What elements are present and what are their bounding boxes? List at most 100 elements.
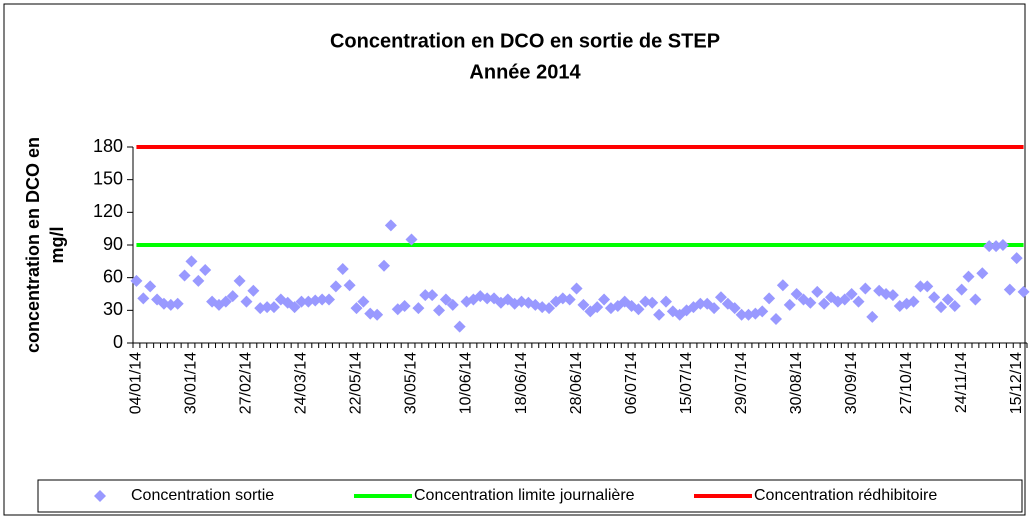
data-point bbox=[185, 255, 198, 268]
data-point bbox=[316, 293, 329, 306]
data-point bbox=[219, 295, 232, 308]
x-tick-label: 27/02/14 bbox=[238, 352, 255, 414]
x-tick-label: 29/07/14 bbox=[733, 352, 750, 414]
data-point bbox=[481, 292, 494, 305]
data-point bbox=[935, 301, 948, 314]
data-point bbox=[591, 301, 604, 314]
data-point bbox=[598, 293, 611, 306]
y-tick-label: 60 bbox=[103, 266, 123, 286]
data-point bbox=[948, 299, 961, 312]
data-point bbox=[969, 293, 982, 306]
legend-label: Concentration rédhibitoire bbox=[754, 487, 937, 504]
data-point bbox=[378, 259, 391, 272]
x-tick-label: 15/07/14 bbox=[678, 352, 695, 414]
data-point bbox=[405, 233, 418, 246]
data-point bbox=[776, 279, 789, 292]
data-point bbox=[838, 293, 851, 306]
data-point bbox=[996, 239, 1009, 251]
data-point bbox=[852, 295, 865, 308]
y-tick-label: 120 bbox=[93, 201, 123, 221]
x-tick-label: 24/11/14 bbox=[953, 352, 970, 413]
x-tick-label: 30/09/14 bbox=[843, 352, 860, 414]
data-point bbox=[412, 302, 425, 315]
data-point bbox=[439, 293, 452, 306]
data-point bbox=[983, 240, 996, 253]
data-point bbox=[144, 280, 157, 293]
x-tick-label: 28/06/14 bbox=[568, 352, 585, 414]
legend-label: Concentration sortie bbox=[131, 487, 274, 504]
data-point bbox=[350, 302, 363, 315]
data-point bbox=[914, 280, 927, 293]
data-point bbox=[694, 297, 707, 310]
data-point bbox=[171, 297, 184, 310]
data-point bbox=[329, 280, 342, 293]
data-point bbox=[295, 295, 308, 308]
data-point bbox=[267, 301, 280, 314]
x-tick-label: 22/05/14 bbox=[348, 352, 365, 414]
x-tick-label: 24/03/14 bbox=[293, 352, 310, 414]
data-point bbox=[714, 291, 727, 304]
chart-frame bbox=[3, 3, 1026, 516]
data-point bbox=[907, 295, 920, 308]
x-tick-label: 15/12/14 bbox=[1008, 352, 1025, 414]
data-point bbox=[261, 301, 274, 314]
legend-box bbox=[37, 479, 1023, 513]
data-point bbox=[288, 301, 301, 314]
data-point bbox=[955, 283, 968, 296]
data-point bbox=[563, 293, 576, 306]
data-point bbox=[632, 303, 645, 316]
data-point bbox=[763, 292, 776, 305]
x-tick-label: 06/07/14 bbox=[623, 352, 640, 414]
data-point bbox=[735, 308, 748, 321]
data-point bbox=[384, 219, 397, 232]
data-point bbox=[398, 299, 411, 312]
data-point bbox=[240, 295, 253, 308]
data-point bbox=[728, 302, 741, 315]
x-tick-label: 30/08/14 bbox=[788, 352, 805, 414]
y-tick-label: 150 bbox=[93, 168, 123, 188]
x-tick-label: 04/01/14 bbox=[128, 352, 145, 414]
data-point bbox=[192, 274, 205, 287]
legend-label: Concentration limite journalière bbox=[414, 487, 635, 504]
chart-subtitle: Année 2014 bbox=[469, 61, 581, 83]
x-tick-label: 18/06/14 bbox=[513, 352, 530, 414]
data-point bbox=[570, 282, 583, 295]
legend-marker bbox=[94, 490, 106, 502]
y-tick-label: 90 bbox=[103, 234, 123, 254]
x-tick-label: 30/01/14 bbox=[183, 352, 200, 414]
x-tick-label: 27/10/14 bbox=[898, 352, 915, 414]
data-point bbox=[962, 270, 975, 283]
data-point bbox=[976, 267, 989, 280]
data-point bbox=[790, 288, 803, 300]
data-point bbox=[543, 302, 556, 315]
data-point bbox=[886, 289, 899, 302]
data-point bbox=[343, 279, 356, 292]
data-point bbox=[322, 293, 335, 306]
data-point bbox=[419, 289, 432, 302]
y-tick-label: 30 bbox=[103, 299, 123, 319]
data-point bbox=[921, 280, 934, 293]
data-point bbox=[178, 269, 191, 282]
data-point bbox=[866, 310, 879, 323]
data-point bbox=[659, 295, 672, 308]
data-point bbox=[446, 298, 459, 311]
data-point bbox=[804, 296, 817, 309]
y-tick-label: 180 bbox=[93, 136, 123, 156]
data-point bbox=[357, 295, 370, 308]
data-point bbox=[756, 305, 769, 318]
data-point bbox=[453, 320, 466, 333]
data-point bbox=[845, 288, 858, 300]
data-point bbox=[1017, 285, 1030, 298]
data-point bbox=[247, 284, 260, 297]
x-tick-label: 10/06/14 bbox=[458, 352, 475, 414]
data-point bbox=[233, 274, 246, 287]
data-point bbox=[769, 313, 782, 326]
data-point bbox=[433, 304, 446, 317]
data-point bbox=[1010, 252, 1023, 265]
data-point bbox=[811, 285, 824, 298]
data-point bbox=[859, 282, 872, 295]
data-point bbox=[818, 297, 831, 310]
y-axis-label: mg/l bbox=[47, 226, 67, 263]
